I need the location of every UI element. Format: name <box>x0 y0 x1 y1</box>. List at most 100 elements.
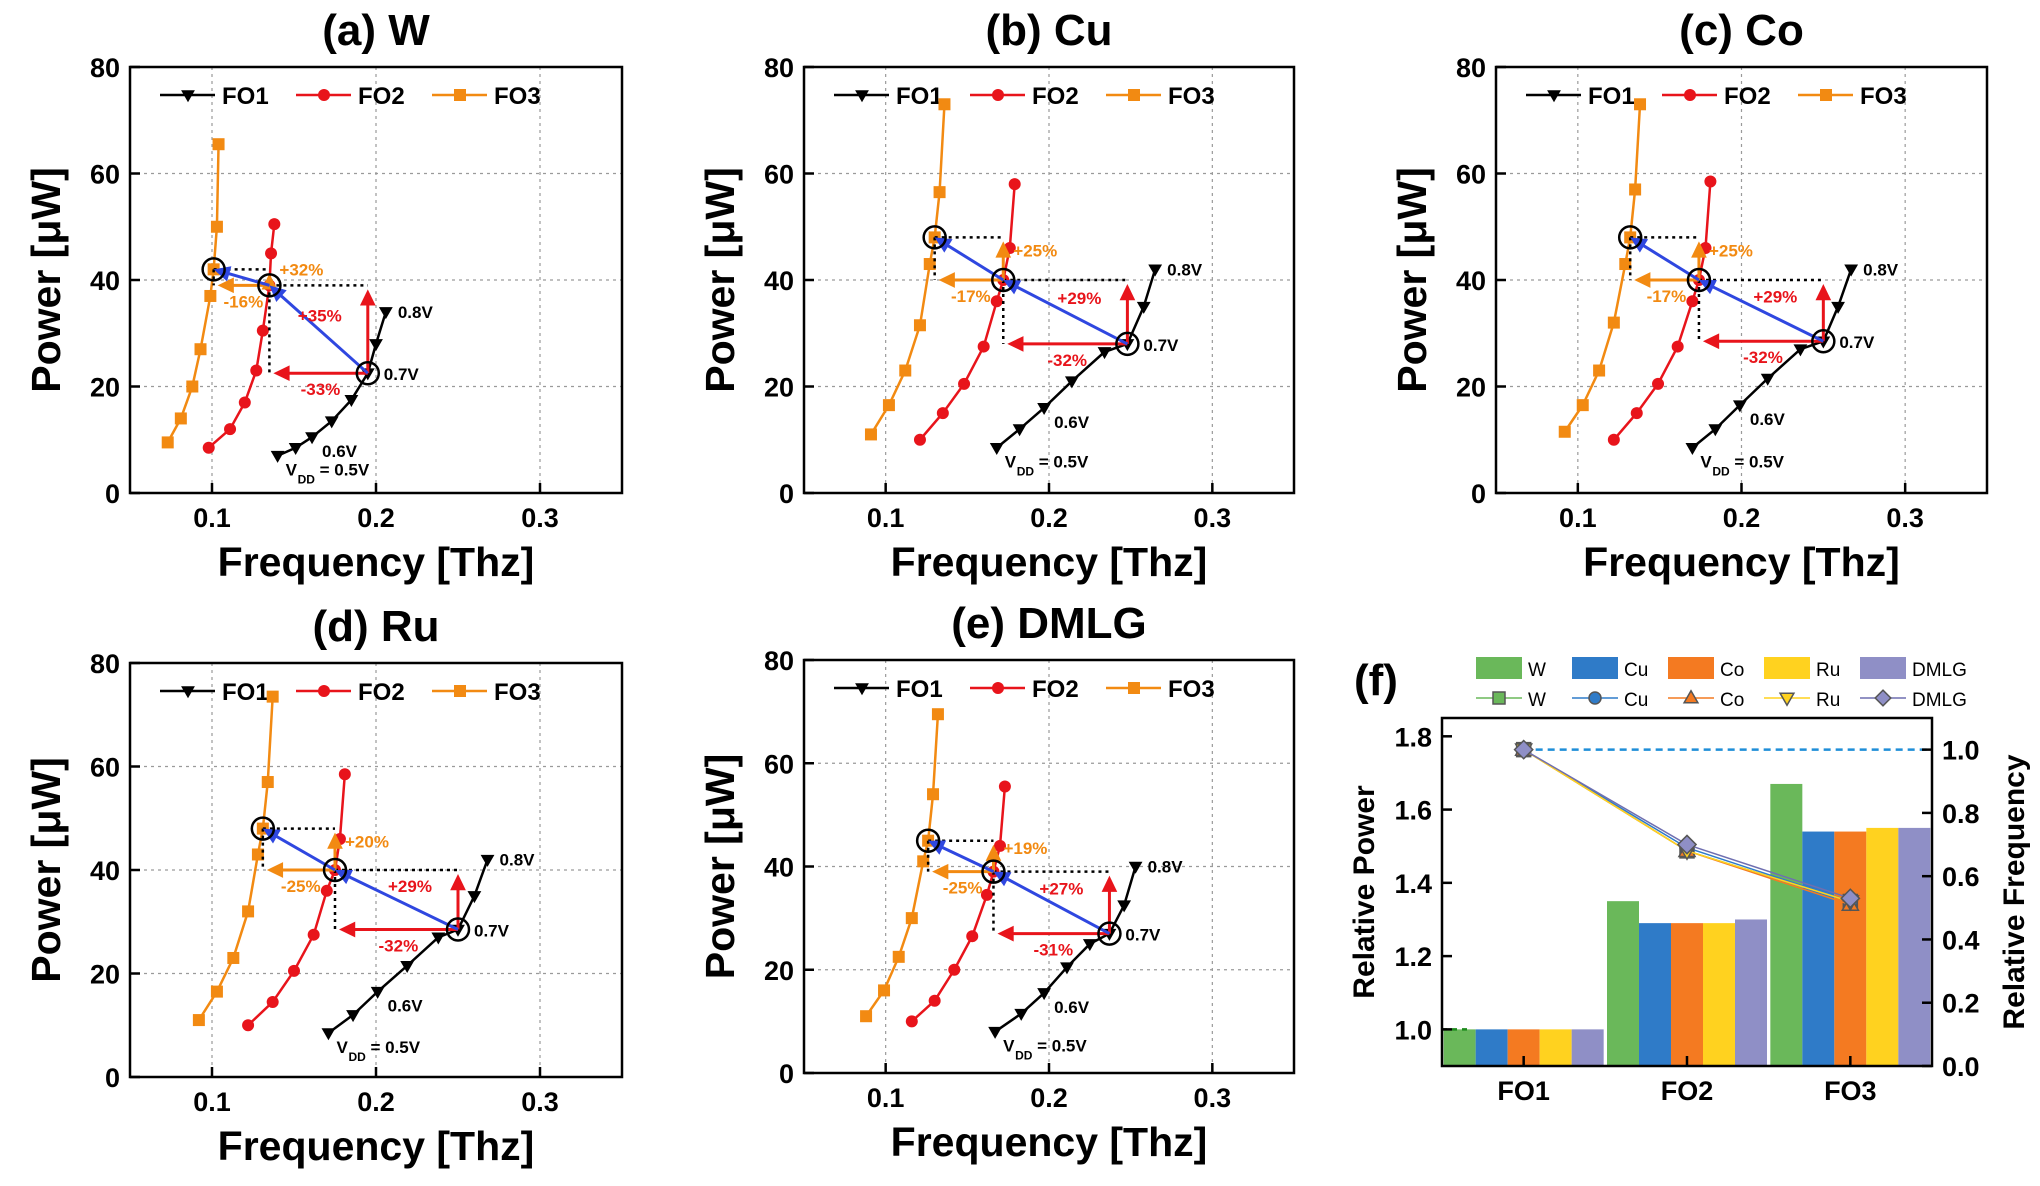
bar-ru <box>1539 1029 1572 1066</box>
vdd-label-subscript: DD <box>1017 465 1035 479</box>
data-point-fo2 <box>1686 295 1699 308</box>
bar-dmlg <box>1735 919 1767 1066</box>
arrow-blue <box>343 873 459 931</box>
y2-tick-label: 0.4 <box>1942 925 1980 955</box>
data-point-fo2 <box>998 780 1011 793</box>
panel-title: (c) Co <box>1679 6 1804 55</box>
arrow-freq-fo3-head <box>217 277 234 294</box>
arrow-freq-fo3-head <box>932 863 949 880</box>
data-point-fo3 <box>927 788 940 801</box>
vdd-label-08v: 0.8V <box>1167 260 1203 279</box>
data-point-fo2 <box>238 396 251 409</box>
data-point-fo1 <box>324 416 339 429</box>
vdd-label-subscript: DD <box>1015 1049 1033 1063</box>
data-point-fo1 <box>1708 424 1723 437</box>
data-point-fo3 <box>892 950 905 963</box>
data-point-fo3 <box>1619 258 1632 271</box>
legend-label: Cu <box>1624 690 1648 711</box>
data-point-fo1 <box>400 960 415 973</box>
data-point-fo3 <box>227 951 240 964</box>
arrow-blue <box>1011 283 1129 346</box>
data-point-fo2 <box>913 433 926 446</box>
bar-ru <box>1866 827 1899 1066</box>
legend-marker-fo3 <box>1820 89 1832 101</box>
y-tick-label: 40 <box>764 853 794 883</box>
data-point-fo1 <box>1014 1008 1029 1021</box>
x-tick-label: 0.3 <box>1194 1083 1232 1113</box>
operating-point-circle <box>1686 267 1712 293</box>
legend-label: FO3 <box>1860 83 1907 110</box>
y-axis-label: Power [μW] <box>23 757 69 983</box>
legend-label: FO3 <box>1168 83 1215 110</box>
data-point-fo3 <box>1558 425 1571 438</box>
x-tick-label: 0.2 <box>1030 1083 1068 1113</box>
legend-marker-fo1 <box>181 686 195 699</box>
legend-swatch-co <box>1668 657 1714 679</box>
data-point-fo1 <box>305 432 319 445</box>
legend-label: FO1 <box>222 679 269 706</box>
bar-cu <box>1802 831 1835 1066</box>
data-point-fo3 <box>174 412 187 425</box>
vdd-label-subscript: DD <box>1712 465 1730 479</box>
data-point-fo1 <box>1685 442 1700 455</box>
operating-point-circle <box>1617 225 1643 250</box>
arrow-power-fo2-head <box>1101 875 1118 892</box>
arrow-freq-fo2-head <box>1702 333 1720 350</box>
data-point-fo2 <box>320 884 333 897</box>
data-point-fo1 <box>1082 939 1097 952</box>
x-tick-label: 0.3 <box>521 503 559 533</box>
arrow-freq-fo3-head <box>1634 272 1651 288</box>
arrow-power-fo3-head <box>1691 241 1707 258</box>
data-point-fo1 <box>1732 400 1747 413</box>
vdd-label-subscript: DD <box>348 1050 366 1064</box>
data-point-fo1 <box>1012 424 1027 437</box>
legend-label: FO2 <box>358 679 405 706</box>
data-point-fo2 <box>288 964 300 977</box>
arrow-power-fo2-head <box>359 289 376 306</box>
data-point-fo3 <box>161 436 174 449</box>
annotation-freq-fo2: -32% <box>379 937 419 956</box>
data-point-fo2 <box>224 423 237 436</box>
data-point-fo2 <box>307 928 320 941</box>
data-point-fo3 <box>938 98 951 111</box>
data-point-fo3 <box>1607 316 1620 329</box>
y-axis-label: Power [μW] <box>23 167 69 393</box>
freq-point-dmlg <box>1840 888 1861 909</box>
y-tick-label: 80 <box>764 646 794 676</box>
annotation-freq-fo2: -32% <box>1047 351 1087 370</box>
annotation-freq-fo3: -25% <box>281 877 321 896</box>
data-point-fo1 <box>467 891 482 904</box>
data-point-fo1 <box>988 1026 1002 1039</box>
y2-tick-label: 0.0 <box>1942 1052 1980 1082</box>
panel-c: 0.1 0.2 0.3 0 20 40 60 80 (c) Co Frequency [Thz] P… <box>1389 6 1989 585</box>
panel-a: 0.1 0.2 0.3 0 20 40 60 80 (a) W Frequency [Thz] Po… <box>23 6 624 585</box>
operating-point-circle <box>355 360 381 386</box>
x-axis-label: Frequency [Thz] <box>218 539 535 585</box>
vdd-label-08v: 0.8V <box>398 303 434 322</box>
operating-point-circle <box>1811 328 1836 354</box>
vdd-label-05v: = 0.5V <box>1734 453 1784 472</box>
arrow-power-fo3-head <box>327 832 343 849</box>
vdd-label-07v: 0.7V <box>384 365 420 384</box>
legend-label: Ru <box>1816 660 1840 681</box>
data-point-fo3 <box>242 905 255 918</box>
vdd-label-05v: = 0.5V <box>1039 453 1089 472</box>
operating-point-circle <box>915 828 941 853</box>
data-point-fo2 <box>1008 178 1021 191</box>
series-line-fo2 <box>1612 181 1712 441</box>
y-tick-label: 1.6 <box>1394 796 1432 826</box>
arrow-freq-fo3-head <box>266 862 284 878</box>
y-tick-label: 1.0 <box>1394 1015 1432 1045</box>
data-point-fo2 <box>202 441 215 454</box>
data-point-fo2 <box>1652 377 1665 390</box>
vdd-label-07v: 0.7V <box>1839 333 1875 352</box>
y-tick-label: 1.4 <box>1394 869 1432 899</box>
y-axis-label: Relative Power <box>1348 785 1381 999</box>
arrow-freq-fo2-head <box>997 925 1014 942</box>
data-point-fo1 <box>1831 301 1845 314</box>
legend-marker-fo2 <box>992 89 1004 101</box>
x-tick-label: 0.3 <box>1886 503 1924 533</box>
vdd-label-05v: = 0.5V <box>370 1038 420 1057</box>
data-point-fo3 <box>882 399 895 412</box>
legend-label: FO3 <box>494 83 541 110</box>
